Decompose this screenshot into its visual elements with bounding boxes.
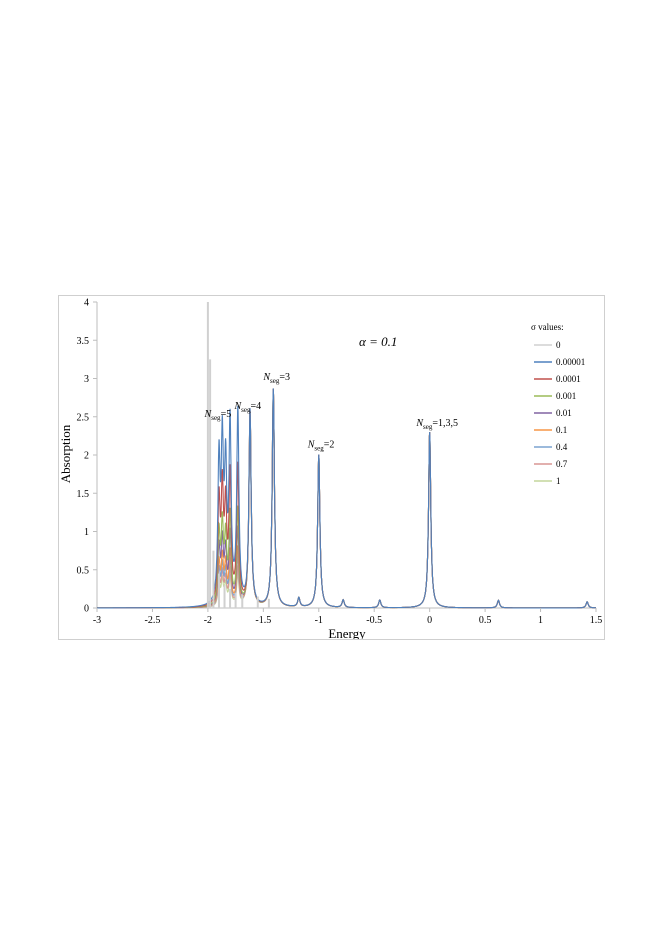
y-axis-label: Absorption xyxy=(59,424,73,483)
y-tick-label: 1.5 xyxy=(77,489,90,500)
annotation-subscript: seg xyxy=(241,406,251,414)
legend-entry: 0.00001 xyxy=(556,357,585,367)
x-tick-label: 1 xyxy=(538,615,543,626)
y-tick-label: 0 xyxy=(84,604,89,615)
annotation-suffix: =4 xyxy=(251,401,262,412)
y-tick-label: 4 xyxy=(84,298,89,309)
peak-annotation: Nseg=4 xyxy=(234,401,262,414)
y-tick-label: 1 xyxy=(84,527,89,538)
chart-title: α = 0.1 xyxy=(359,334,397,349)
absorption-chart: -3 -2.5 -2 -1.5 -1 -0.5 0 0.5 1 1.5 0 0.5 1 1.5 2 2.5 3 3… xyxy=(58,298,603,642)
annotation-suffix: =5 xyxy=(221,409,232,420)
legend-entry: 0.1 xyxy=(556,425,567,435)
x-tick-label: 0 xyxy=(427,615,432,626)
series-line-0-1 xyxy=(97,388,596,609)
chart-frame: -3 -2.5 -2 -1.5 -1 -0.5 0 0.5 1 1.5 0 0.5 1 1.5 2 2.5 3 3… xyxy=(58,295,605,642)
series-line-1 xyxy=(97,389,596,609)
annotation-suffix: =2 xyxy=(324,439,335,450)
legend-entry: 0.001 xyxy=(556,391,576,401)
legend-entry: 0.0001 xyxy=(556,374,581,384)
series-layer xyxy=(97,302,596,609)
annotation-subscript: seg xyxy=(423,423,433,431)
legend-entry: 0.01 xyxy=(556,408,572,418)
annotation-base: N xyxy=(415,418,424,429)
legend-entry: 0.4 xyxy=(556,442,568,452)
tick-layer: -3 -2.5 -2 -1.5 -1 -0.5 0 0.5 1 1.5 0 0.5 1 1.5 2 2.5 3 3… xyxy=(77,298,603,627)
y-tick-label: 2.5 xyxy=(77,412,90,423)
peak-annotation: Nseg=2 xyxy=(307,439,335,452)
series-line-0-4 xyxy=(97,388,596,609)
x-tick-label: -1 xyxy=(315,615,323,626)
axes xyxy=(96,302,596,609)
x-tick-label: 0.5 xyxy=(479,615,492,626)
series-line-0-01 xyxy=(97,388,596,609)
x-tick-label: -2.5 xyxy=(145,615,161,626)
series-line-0-7 xyxy=(97,388,596,609)
x-axis-label: Energy xyxy=(328,626,366,639)
legend-entry: 0 xyxy=(556,340,561,350)
series-line-0-0001 xyxy=(97,388,596,609)
annotation-subscript: seg xyxy=(314,444,324,452)
annotation-suffix: =1,3,5 xyxy=(432,418,458,429)
annotation-base: N xyxy=(307,439,316,450)
annotation-base: N xyxy=(204,409,213,420)
annotation-subscript: seg xyxy=(270,377,280,385)
peak-annotation: Nseg=3 xyxy=(262,372,290,385)
series-line-0-001 xyxy=(97,388,596,609)
x-tick-label: -3 xyxy=(93,615,101,626)
y-tick-label: 0.5 xyxy=(77,565,90,576)
annotation-base: N xyxy=(262,372,271,383)
x-tick-label: -0.5 xyxy=(366,615,382,626)
x-tick-label: -2 xyxy=(204,615,212,626)
legend-entry: 1 xyxy=(556,476,561,486)
peak-annotation: Nseg=5 xyxy=(204,409,232,422)
legend-title: σ values: xyxy=(531,322,564,332)
y-tick-label: 2 xyxy=(84,451,89,462)
x-tick-label: 1.5 xyxy=(590,615,603,626)
y-tick-label: 3.5 xyxy=(77,336,90,347)
peak-annotation: Nseg=1,3,5 xyxy=(415,418,458,431)
y-tick-label: 3 xyxy=(84,374,89,385)
legend: σ values: 0 0.00001 0.0001 0.001 0.01 0.1 0.4 0… xyxy=(531,322,585,486)
series-line-0-00001 xyxy=(97,388,596,609)
annotation-base: N xyxy=(234,401,243,412)
annotation-subscript: seg xyxy=(211,414,221,422)
x-tick-label: -1.5 xyxy=(255,615,271,626)
annotation-suffix: =3 xyxy=(279,372,290,383)
legend-entry: 0.7 xyxy=(556,459,568,469)
